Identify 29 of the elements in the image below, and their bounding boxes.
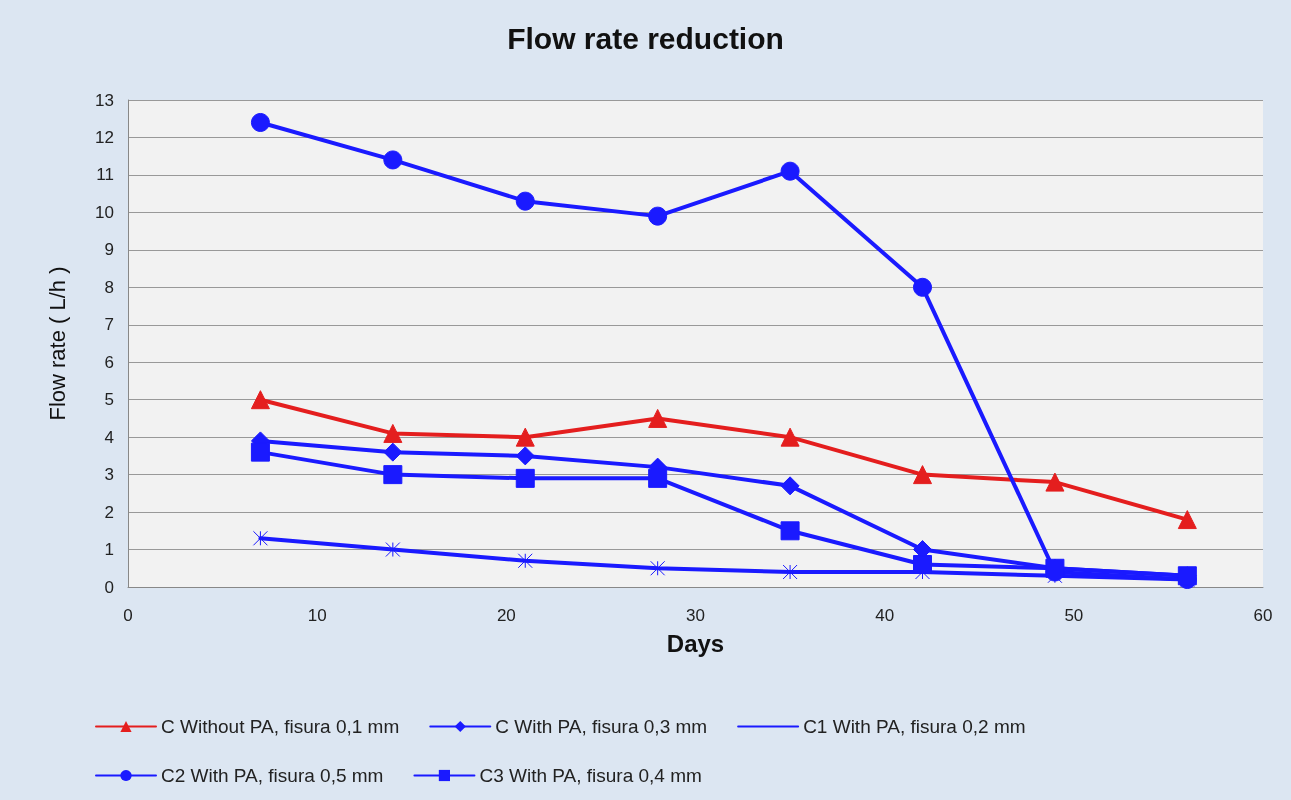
x-tick-label: 40	[875, 606, 895, 625]
y-tick-label: 13	[95, 90, 114, 110]
x-tick-label: 60	[1253, 606, 1273, 625]
legend-label: C Without PA, fisura 0,1 mm	[161, 716, 400, 737]
chart-title: Flow rate reduction	[507, 21, 784, 55]
y-tick-label: 3	[104, 465, 114, 485]
x-tick-label: 10	[307, 606, 327, 625]
y-tick-label: 9	[104, 240, 114, 260]
x-tick-label: 50	[1064, 606, 1084, 625]
x-tick-label: 20	[496, 606, 516, 625]
legend-label: C With PA, fisura 0,3 mm	[495, 716, 708, 737]
y-tick-label: 5	[104, 390, 114, 410]
y-tick-label: 6	[104, 352, 114, 372]
y-axis-title: Flow rate ( L/h )	[44, 266, 70, 421]
y-tick-label: 0	[104, 577, 114, 597]
y-tick-label: 11	[96, 165, 114, 185]
y-tick-label: 2	[104, 502, 114, 522]
x-tick-label: 30	[686, 606, 705, 625]
y-tick-label: 7	[104, 315, 114, 335]
y-tick-label: 12	[95, 127, 114, 147]
y-tick-label: 1	[104, 540, 114, 560]
x-tick-label: 0	[123, 606, 133, 625]
x-axis-title: Days	[666, 629, 725, 657]
legend-label: C3 With PA, fisura 0,4 mm	[479, 765, 702, 786]
legend-label: C1 With PA, fisura 0,2 mm	[803, 716, 1026, 737]
y-tick-label: 4	[104, 427, 114, 447]
legend-label: C2 With PA, fisura 0,5 mm	[161, 765, 384, 786]
y-tick-label: 10	[95, 202, 114, 222]
y-tick-label: 8	[104, 277, 114, 297]
